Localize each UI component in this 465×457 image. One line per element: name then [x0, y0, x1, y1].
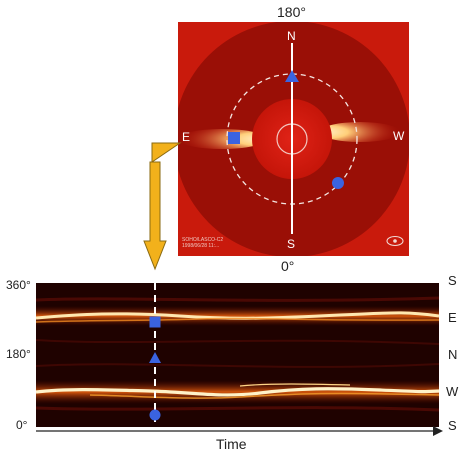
top-angle-label: 180° [277, 4, 306, 20]
right-label-e: E [448, 310, 457, 325]
right-label-s-bottom: S [448, 418, 457, 433]
north-label: N [287, 29, 296, 43]
time-axis-label: Time [216, 436, 247, 452]
square-marker-plot [149, 316, 161, 328]
time-axis-arrowhead [433, 426, 443, 436]
triangle-marker [285, 70, 299, 82]
right-label-n: N [448, 347, 458, 362]
stack-plot-background [36, 283, 439, 427]
bottom-angle-label: 0° [281, 258, 295, 274]
east-band-glow [36, 306, 439, 326]
circle-marker-plot [149, 409, 161, 421]
y-label-360: 360° [6, 278, 31, 292]
stamp-line-1: SOHO/LASCO-C2 [182, 237, 224, 243]
instrument-stamp: SOHO/LASCO-C2 1998/06/28 11:... [182, 237, 223, 249]
eye-icon [386, 235, 404, 247]
y-label-180: 180° [6, 347, 31, 361]
circle-marker [332, 177, 344, 189]
square-marker [228, 132, 240, 144]
east-label: E [182, 130, 191, 144]
right-label-s-top: S [448, 273, 457, 288]
south-label: S [287, 237, 296, 251]
west-label: W [393, 129, 405, 143]
y-label-0: 0° [16, 418, 28, 432]
triangle-marker-plot [149, 352, 161, 363]
west-band-core [36, 387, 439, 397]
west-streamer [320, 122, 400, 142]
stamp-line-2: 1998/06/28 11:... [182, 243, 220, 249]
right-label-w: W [446, 384, 459, 399]
east-streamer [178, 129, 266, 149]
west-band-glow [36, 380, 439, 404]
